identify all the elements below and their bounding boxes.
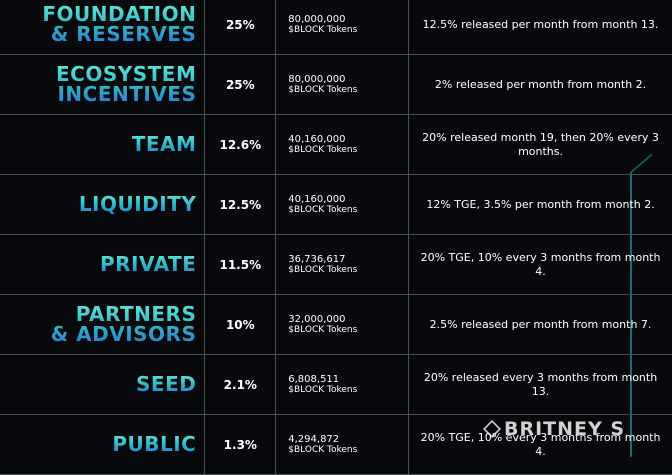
table-row: Ecosystem Incentives 25% 80,000,000 $BLOCK … xyxy=(0,54,672,115)
category-cell: Team xyxy=(0,114,206,175)
token-unit: $BLOCK Tokens xyxy=(288,385,358,395)
category-label: Partners & Advisors xyxy=(50,302,197,346)
token-amount-cell: 40,160,000 $BLOCK Tokens xyxy=(275,114,410,175)
percent-cell: 2.1% xyxy=(204,354,277,415)
category-label: Ecosystem Incentives xyxy=(56,62,197,106)
watermark: BRITNEY S xyxy=(482,418,626,440)
watermark-text: BRITNEY S xyxy=(504,418,626,440)
table-row: Foundation & Reserves 25% 80,000,000 $BLOCK… xyxy=(0,0,672,55)
category-label: Liquidity xyxy=(78,192,197,216)
vesting-schedule-cell: 2% released per month from month 2. xyxy=(408,54,672,115)
token-count: 80,000,000 xyxy=(288,14,346,25)
category-cell: Seed xyxy=(0,354,206,415)
table-row: Team 12.6% 40,160,000 $BLOCK Tokens 20% rele… xyxy=(0,114,672,175)
table-row: Private 11.5% 36,736,617 $BLOCK Tokens 20% T… xyxy=(0,234,672,295)
token-amount-cell: 40,160,000 $BLOCK Tokens xyxy=(275,174,410,235)
token-count: 36,736,617 xyxy=(288,254,346,265)
token-amount-cell: 6,808,511 $BLOCK Tokens xyxy=(275,354,410,415)
vesting-schedule-cell: 20% released month 19, then 20% every 3 … xyxy=(408,114,672,175)
watermark-logo-icon xyxy=(482,419,502,439)
token-count: 4,294,872 xyxy=(288,434,340,445)
category-label: Public xyxy=(112,432,197,456)
token-unit: $BLOCK Tokens xyxy=(288,325,358,335)
token-count: 40,160,000 xyxy=(288,134,346,145)
category-label: Private xyxy=(100,252,197,276)
token-unit: $BLOCK Tokens xyxy=(288,445,358,455)
token-count: 32,000,000 xyxy=(288,314,346,325)
category-cell: Liquidity xyxy=(0,174,206,235)
percent-cell: 10% xyxy=(204,294,277,355)
table-row: Liquidity 12.5% 40,160,000 $BLOCK Tokens 12%… xyxy=(0,174,672,235)
category-label: Foundation & Reserves xyxy=(42,2,197,46)
vesting-schedule-cell: 12.5% released per month from month 13. xyxy=(408,0,672,55)
token-unit: $BLOCK Tokens xyxy=(288,85,358,95)
token-count: 40,160,000 xyxy=(288,194,346,205)
category-label: Team xyxy=(131,132,197,156)
vesting-schedule-cell: 20% TGE, 10% every 3 months from month 4… xyxy=(408,234,672,295)
vesting-schedule-cell: 20% released every 3 months from month 1… xyxy=(408,354,672,415)
table-row: Partners & Advisors 10% 32,000,000 $BLOCK T… xyxy=(0,294,672,355)
token-amount-cell: 32,000,000 $BLOCK Tokens xyxy=(275,294,410,355)
token-unit: $BLOCK Tokens xyxy=(288,265,358,275)
table-row: Seed 2.1% 6,808,511 $BLOCK Tokens 20% releas… xyxy=(0,354,672,415)
token-amount-cell: 80,000,000 $BLOCK Tokens xyxy=(275,0,410,55)
category-cell: Foundation & Reserves xyxy=(0,0,206,55)
token-count: 6,808,511 xyxy=(288,374,340,385)
category-cell: Public xyxy=(0,414,206,475)
token-unit: $BLOCK Tokens xyxy=(288,145,358,155)
token-unit: $BLOCK Tokens xyxy=(288,25,358,35)
percent-cell: 12.6% xyxy=(204,114,277,175)
percent-cell: 11.5% xyxy=(204,234,277,295)
percent-cell: 25% xyxy=(204,54,277,115)
token-amount-cell: 36,736,617 $BLOCK Tokens xyxy=(275,234,410,295)
token-unit: $BLOCK Tokens xyxy=(288,205,358,215)
percent-cell: 12.5% xyxy=(204,174,277,235)
percent-cell: 25% xyxy=(204,0,277,55)
category-cell: Ecosystem Incentives xyxy=(0,54,206,115)
vesting-schedule-cell: 12% TGE, 3.5% per month from month 2. xyxy=(408,174,672,235)
token-count: 80,000,000 xyxy=(288,74,346,85)
category-cell: Private xyxy=(0,234,206,295)
percent-cell: 1.3% xyxy=(204,414,277,475)
token-amount-cell: 80,000,000 $BLOCK Tokens xyxy=(275,54,410,115)
category-cell: Partners & Advisors xyxy=(0,294,206,355)
category-label: Seed xyxy=(136,372,197,396)
vesting-schedule-cell: 2.5% released per month from month 7. xyxy=(408,294,672,355)
token-amount-cell: 4,294,872 $BLOCK Tokens xyxy=(275,414,410,475)
